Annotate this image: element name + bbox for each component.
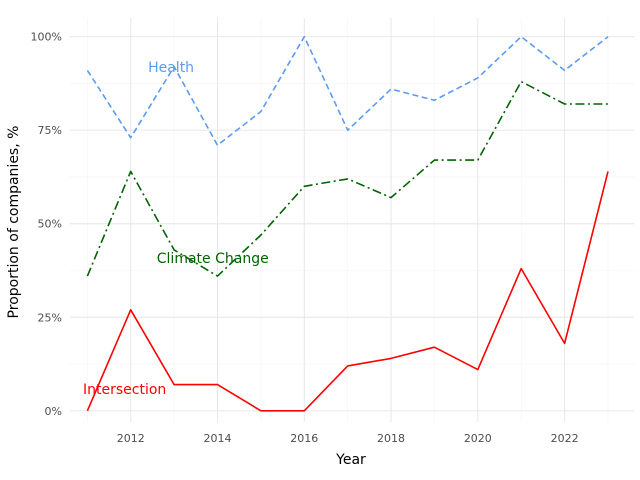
health-point <box>433 99 435 101</box>
health-point <box>303 36 305 38</box>
y-tick-label: 50% <box>38 218 62 231</box>
y-axis-title: Proportion of companies, % <box>6 126 22 319</box>
health-point <box>477 77 479 79</box>
climate-change-point <box>260 234 262 236</box>
y-tick-label: 0% <box>45 405 62 418</box>
health-point <box>216 144 218 146</box>
x-tick-label: 2014 <box>204 432 232 445</box>
intersection-point <box>346 365 348 367</box>
y-tick-label: 25% <box>38 311 62 324</box>
climate-change-point <box>390 196 392 198</box>
y-tick-label: 100% <box>31 31 62 44</box>
intersection-point <box>477 368 479 370</box>
climate-change-point <box>130 170 132 172</box>
health-label: Health <box>148 60 194 76</box>
climate-change-point <box>520 80 522 82</box>
climate-change-series-line <box>86 80 608 277</box>
climate-change-point <box>563 103 565 105</box>
intersection-point <box>260 410 262 412</box>
intersection-series-line <box>86 171 609 412</box>
y-axis-ticks: 0% 25% 50% 75% 100% <box>31 31 62 418</box>
intersection-point <box>86 410 88 412</box>
series-lines <box>86 35 609 412</box>
climate-change-point <box>86 275 88 277</box>
health-point <box>86 69 88 71</box>
intersection-point <box>173 383 175 385</box>
climate-change-label: Climate Change <box>157 251 269 267</box>
x-axis-title: Year <box>335 452 366 468</box>
x-tick-label: 2018 <box>377 432 405 445</box>
intersection-point <box>216 383 218 385</box>
health-point <box>130 137 132 139</box>
climate-change-point <box>433 159 435 161</box>
intersection-point <box>607 170 609 172</box>
x-axis-ticks: 2012 2014 2016 2018 2020 2022 <box>117 432 579 445</box>
health-point <box>563 69 565 71</box>
x-tick-label: 2012 <box>117 432 145 445</box>
major-grid <box>70 18 634 422</box>
health-point <box>607 36 609 38</box>
climate-change-point <box>607 103 609 105</box>
climate-change-point <box>303 185 305 187</box>
climate-change-point <box>477 159 479 161</box>
minor-grid <box>70 18 634 422</box>
health-point <box>260 110 262 112</box>
intersection-label: Intersection <box>83 382 166 398</box>
health-point <box>346 129 348 131</box>
x-tick-label: 2022 <box>551 432 579 445</box>
y-tick-label: 75% <box>38 124 62 137</box>
x-tick-label: 2020 <box>464 432 492 445</box>
intersection-point <box>433 346 435 348</box>
intersection-point <box>130 309 132 311</box>
intersection-point <box>303 410 305 412</box>
health-point <box>520 36 522 38</box>
climate-change-point <box>216 275 218 277</box>
intersection-point <box>563 342 565 344</box>
x-tick-label: 2016 <box>290 432 318 445</box>
health-point <box>390 88 392 90</box>
intersection-point <box>390 357 392 359</box>
intersection-point <box>520 267 522 269</box>
series-labels: Health Climate Change Intersection <box>83 60 269 398</box>
health-series-line <box>86 35 609 146</box>
climate-change-point <box>346 178 348 180</box>
